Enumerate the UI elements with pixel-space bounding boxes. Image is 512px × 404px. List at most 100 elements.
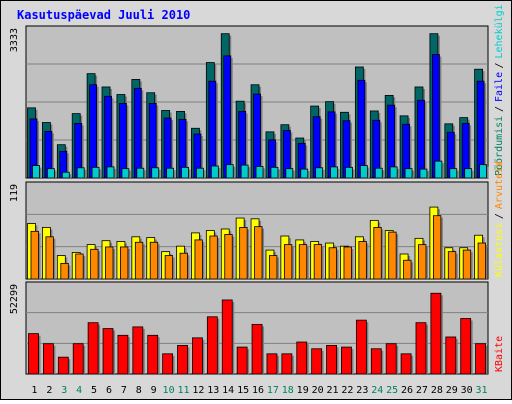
- legend-traffic-0: Pöördumisi: [494, 116, 505, 176]
- x-tick-label-day-1: 1: [31, 385, 37, 396]
- bar-files-day-17: [270, 166, 279, 179]
- bar-files-day-14: [225, 164, 234, 179]
- bar-hits-day-6: [104, 95, 112, 179]
- bar-kbytes-day-16: [251, 323, 263, 375]
- bar-kbytes-day-18: [281, 353, 293, 375]
- x-tick-label-day-4: 4: [76, 385, 82, 396]
- x-tick-label-day-20: 20: [312, 385, 324, 396]
- x-tick-label-day-13: 13: [207, 385, 219, 396]
- bar-files-day-27: [419, 168, 428, 179]
- bar-kbytes-day-30: [460, 318, 472, 375]
- bar-kbytes-day-5: [87, 322, 99, 375]
- bar-kbytes-day-11: [177, 344, 188, 375]
- bar-kbytes-day-22: [341, 346, 352, 375]
- bar-sites-day-7: [120, 246, 129, 280]
- bar-files-day-26: [404, 168, 413, 179]
- panel-kbytes-max-label: 52299: [9, 284, 20, 314]
- bar-files-day-28: [434, 160, 443, 179]
- x-tick-label-day-18: 18: [282, 385, 294, 396]
- bar-hits-day-13: [208, 80, 217, 179]
- bar-hits-day-7: [119, 103, 127, 179]
- bar-files-day-20: [315, 167, 324, 179]
- bar-files-day-19: [300, 168, 309, 179]
- bar-files-day-18: [285, 168, 294, 179]
- bar-files-day-11: [181, 166, 189, 179]
- x-tick-label-day-24: 24: [371, 385, 383, 396]
- bar-kbytes-day-6: [102, 328, 114, 375]
- bar-hits-day-28: [431, 54, 440, 179]
- bar-files-day-31: [479, 164, 487, 179]
- bar-sites-day-12: [194, 239, 203, 280]
- x-tick-label-day-31: 31: [476, 385, 488, 396]
- bar-hits-day-8: [133, 87, 142, 179]
- x-tick-label-day-14: 14: [222, 385, 234, 396]
- bar-sites-day-18: [283, 244, 293, 280]
- bar-hits-day-31: [476, 80, 485, 179]
- x-tick-label-day-12: 12: [192, 385, 204, 396]
- bar-files-day-2: [47, 168, 55, 179]
- bar-sites-day-11: [179, 252, 188, 280]
- bar-hits-day-27: [417, 99, 425, 179]
- bar-kbytes-day-19: [296, 341, 308, 375]
- bar-files-day-25: [389, 166, 398, 179]
- bar-kbytes-day-23: [355, 319, 367, 375]
- chart-title: Kasutuspäevad Juuli 2010: [17, 8, 190, 22]
- bar-files-day-30: [464, 168, 473, 179]
- bar-kbytes-day-25: [385, 343, 397, 375]
- panel-kbytes: 52299 KBaite: [9, 281, 505, 375]
- bar-files-day-23: [359, 165, 368, 179]
- legend-separator: /: [494, 106, 505, 112]
- bar-kbytes-day-4: [72, 343, 84, 375]
- bar-sites-day-24: [373, 227, 382, 280]
- bar-kbytes-day-13: [206, 316, 218, 375]
- bar-sites-day-14: [224, 234, 233, 280]
- bar-files-day-7: [121, 168, 130, 179]
- bar-hits-day-16: [253, 93, 261, 179]
- bar-sites-day-8: [134, 241, 144, 280]
- legend-kbytes-0: KBaite: [494, 336, 505, 372]
- bar-kbytes-day-20: [311, 348, 323, 375]
- bar-sites-day-2: [45, 236, 54, 280]
- x-tick-label-day-8: 8: [136, 385, 142, 396]
- x-tick-label-day-5: 5: [91, 385, 97, 396]
- bar-sites-day-10: [164, 255, 174, 280]
- bar-sites-day-26: [403, 259, 412, 280]
- bar-kbytes-day-8: [132, 326, 144, 375]
- x-tick-label-day-30: 30: [461, 385, 473, 396]
- x-tick-label-day-17: 17: [267, 385, 279, 396]
- bar-kbytes-day-28: [430, 292, 442, 375]
- bar-files-day-3: [61, 171, 70, 179]
- panel-traffic: 3333 Pöördumisi / Faile / Lehekülgi: [9, 4, 505, 179]
- x-tick-label-day-19: 19: [297, 385, 309, 396]
- legend-separator: /: [494, 213, 505, 219]
- bar-sites-day-30: [462, 249, 472, 280]
- panel-traffic-max-label: 3333: [9, 28, 20, 52]
- bar-kbytes-day-29: [445, 336, 457, 375]
- bar-sites-day-21: [328, 247, 337, 280]
- bar-hits-day-9: [148, 103, 157, 179]
- bar-sites-day-5: [90, 248, 99, 280]
- bar-kbytes-day-15: [236, 346, 248, 375]
- bar-sites-day-9: [149, 241, 159, 280]
- bar-kbytes-day-9: [147, 334, 159, 375]
- bar-sites-day-29: [447, 251, 457, 280]
- bar-files-day-4: [76, 167, 85, 179]
- bar-files-day-22: [345, 166, 353, 179]
- bar-files-day-15: [240, 164, 249, 179]
- x-tick-label-day-27: 27: [416, 385, 428, 396]
- legend-visits-1: Arvuteid: [494, 161, 505, 209]
- x-tick-label-day-2: 2: [46, 385, 52, 396]
- panel-visits-max-label: 119: [9, 184, 20, 202]
- x-tick-label-day-11: 11: [177, 385, 189, 396]
- bar-sites-day-19: [298, 244, 308, 280]
- bar-hits-day-5: [89, 84, 98, 179]
- legend-traffic-1: Faile: [494, 72, 505, 102]
- x-tick-label-day-16: 16: [252, 385, 264, 396]
- legend-visits-0: Külastusi: [494, 223, 505, 277]
- bar-sites-day-28: [432, 215, 442, 280]
- bar-files-day-8: [136, 167, 145, 179]
- bar-sites-day-6: [105, 246, 114, 280]
- bar-hits-day-23: [357, 79, 366, 179]
